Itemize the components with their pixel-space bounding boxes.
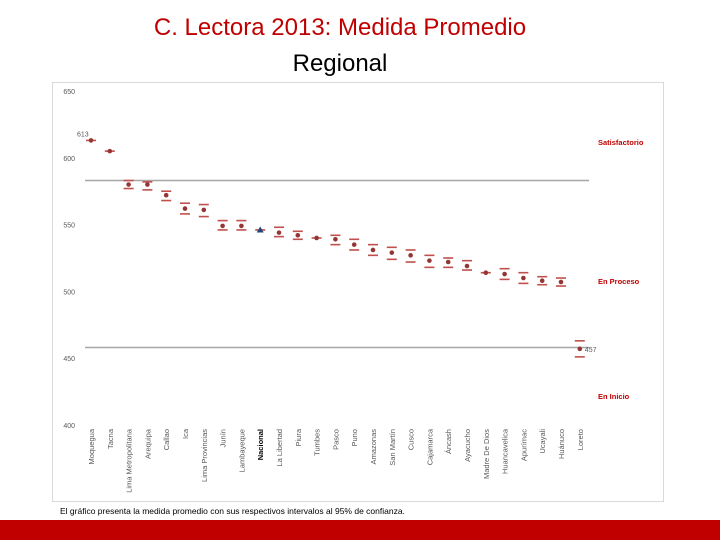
data-point — [295, 232, 301, 238]
slide-title: C. Lectora 2013: Medida Promedio — [153, 14, 527, 41]
x-tick-label: Lambayeque — [237, 429, 246, 472]
x-tick-label: Amazonas — [369, 429, 378, 465]
data-point — [145, 182, 150, 187]
footer-bar — [0, 520, 720, 540]
x-tick-label: Pasco — [331, 429, 340, 450]
x-tick-label: Puno — [350, 429, 359, 447]
x-tick-label: Huánuco — [557, 429, 566, 459]
data-point — [276, 230, 282, 235]
band-label: Satisfactorio — [598, 138, 644, 147]
x-tick-label: Lima Provincias — [200, 429, 209, 482]
data-point — [521, 275, 526, 281]
x-tick-label: Ucayali — [538, 429, 547, 454]
y-tick-label: 500 — [63, 289, 75, 296]
x-tick-label: Huancavelica — [501, 428, 510, 474]
x-tick-label: Lima Metropolitana — [125, 428, 134, 493]
x-tick-label: Callao — [162, 429, 171, 450]
data-point — [163, 192, 169, 198]
x-tick-label: Ayacucho — [463, 429, 472, 462]
x-tick-label: Loreto — [576, 429, 585, 450]
x-tick-label: Junín — [219, 429, 228, 447]
data-point — [239, 223, 244, 229]
data-point — [483, 270, 489, 275]
value-annotation: 613 — [77, 131, 89, 138]
x-tick-label: Madre De Dios — [482, 429, 491, 479]
x-tick-label: Áncash — [444, 429, 453, 454]
x-tick-label: La Libertad — [275, 429, 284, 467]
y-tick-label: 450 — [63, 356, 75, 363]
data-point — [502, 271, 507, 277]
y-tick-label: 600 — [63, 156, 75, 163]
data-point — [182, 206, 188, 211]
band-label: En Inicio — [598, 392, 630, 401]
x-tick-label: Tumbes — [313, 429, 322, 456]
data-point — [201, 207, 207, 213]
band-label: En Proceso — [598, 277, 640, 286]
chart-footnote: El gráfico presenta la medida promedio c… — [60, 506, 405, 516]
x-tick-label: Cusco — [407, 429, 416, 450]
data-point — [107, 148, 113, 154]
x-tick-label: San Martín — [388, 429, 397, 466]
x-tick-label: Piura — [294, 428, 303, 446]
x-tick-label: Ica — [181, 428, 190, 439]
data-point — [577, 346, 583, 352]
x-tick-label: Cajamarca — [425, 428, 434, 465]
data-point — [314, 235, 319, 241]
data-point — [539, 278, 545, 284]
data-point — [126, 182, 131, 187]
data-point — [464, 263, 470, 269]
chart-panel: 400 450 500 550 600 650 Satisfactorio En Proces… — [52, 82, 664, 502]
y-tick-label: 650 — [63, 89, 75, 96]
y-tick-label: 400 — [63, 423, 75, 430]
data-point — [370, 247, 376, 253]
data-point — [445, 259, 451, 265]
value-annotation: 457 — [585, 347, 597, 354]
y-tick-label: 550 — [63, 223, 75, 230]
data-point — [408, 253, 413, 258]
data-point — [558, 279, 564, 285]
chart-svg: 400 450 500 550 600 650 Satisfactorio En Proces… — [63, 89, 644, 493]
x-tick-label: Arequipa — [143, 428, 152, 459]
data-point — [389, 250, 395, 255]
data-point — [88, 138, 94, 143]
data-point — [351, 242, 357, 247]
x-tick-label: Apurímac — [519, 429, 528, 461]
x-tick-label: Nacional — [256, 429, 265, 460]
x-tick-label: Tacna — [106, 428, 115, 449]
x-tick-label: Moquegua — [87, 428, 96, 464]
data-point — [333, 236, 338, 242]
data-point — [220, 223, 225, 229]
slide-subtitle: Regional — [292, 50, 388, 77]
data-point — [427, 258, 432, 263]
nacional-point — [256, 226, 264, 233]
